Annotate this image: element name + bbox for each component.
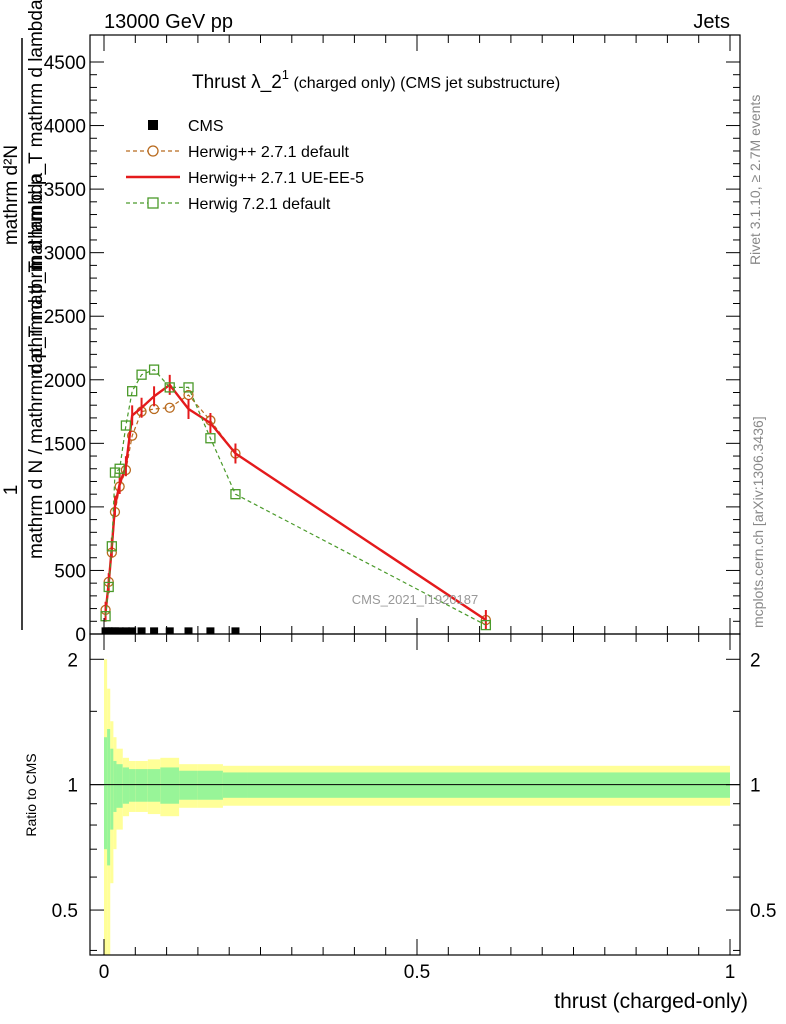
ratio-inner-band — [113, 760, 117, 812]
y-tick-label: 3500 — [44, 180, 86, 201]
y-tick-label: 4000 — [44, 117, 86, 138]
ratio-inner-band — [160, 767, 180, 804]
series-line — [105, 368, 487, 626]
series-line — [104, 383, 487, 621]
legend-item: CMS — [148, 118, 224, 135]
series-marker — [127, 430, 138, 441]
y-tick-label: 4500 — [44, 53, 86, 74]
watermark: CMS_2021_I1920187 — [352, 592, 479, 607]
y-tick-label: 1000 — [44, 498, 86, 519]
series-marker — [164, 382, 175, 393]
cms-data-point — [150, 627, 159, 635]
ratio-inner-band — [122, 767, 130, 804]
cms-data-point — [137, 627, 146, 635]
series-herwig-7-2-1-default — [100, 364, 492, 631]
cms-data-point — [110, 627, 119, 635]
series-marker — [106, 541, 117, 552]
y-tick-label: 2000 — [44, 371, 86, 392]
y-tick-label: 1500 — [44, 434, 86, 455]
x-tick-label: 0.5 — [404, 962, 430, 983]
x-tick-label: 0 — [99, 962, 110, 983]
ratio-y-tick-label-right: 2 — [750, 650, 761, 671]
legend-item: Herwig 7.2.1 default — [126, 196, 331, 213]
main-title-superscript: 1 — [282, 67, 289, 82]
series-marker — [103, 581, 114, 593]
ratio-plot: 0 0.5 1 0.5 0.5 1 1 2 2 — [52, 35, 776, 983]
ratio-y-tick-label: 0.5 — [52, 901, 78, 922]
y-label-extra-line2: mathrm d p_T — [26, 260, 47, 379]
cms-data-point — [128, 627, 137, 635]
y-label-numerator: mathrm d²N — [1, 145, 22, 245]
y-tick-label: 500 — [54, 561, 86, 582]
ratio-y-tick-label-right: 1 — [750, 776, 761, 797]
cms-data-point — [184, 627, 193, 635]
legend-item: Herwig++ 2.7.1 UE-EE-5 — [126, 170, 364, 187]
legend-label: Herwig 7.2.1 default — [188, 196, 331, 213]
series-marker — [230, 489, 241, 500]
cms-data-point — [165, 627, 174, 635]
series-marker — [114, 463, 125, 474]
legend-label: Herwig++ 2.7.1 default — [188, 144, 350, 161]
energy-label: 13000 GeV pp — [104, 11, 233, 33]
main-title-suffix: (charged only) (CMS jet substructure) — [289, 75, 560, 92]
series-herwig-2-7-1-default — [100, 389, 492, 626]
series-marker — [100, 611, 111, 622]
series-marker — [183, 382, 194, 393]
legend-label: Herwig++ 2.7.1 UE-EE-5 — [188, 170, 364, 187]
y-axis-label-main: 1 mathrm d²N mathrm d N / mathrm d p_T m… — [1, 0, 47, 630]
legend-marker — [148, 120, 158, 130]
legend: CMS Herwig++ 2.7.1 default Herwig++ 2.7.1 … — [126, 118, 364, 213]
ratio-inner-band — [135, 769, 148, 802]
legend-marker — [147, 197, 159, 209]
x-tick-label: 1 — [725, 962, 736, 983]
mcplots-label: mcplots.cern.ch [arXiv:1306.3436] — [750, 416, 766, 628]
main-title: Thrust λ_21 (charged only) (CMS jet subs… — [192, 67, 560, 93]
y-tick-label: 2500 — [44, 307, 86, 328]
cms-data-point — [121, 627, 130, 635]
series-marker — [136, 369, 147, 380]
ratio-inner-band — [110, 748, 114, 830]
main-plot: 0 500 1000 1500 2000 2500 3000 3500 4000 4500 — [44, 34, 741, 646]
series-cms — [101, 627, 240, 635]
series-marker — [148, 364, 160, 375]
ratio-inner-band — [104, 737, 108, 850]
legend-item: Herwig++ 2.7.1 default — [126, 144, 350, 161]
legend-marker — [147, 145, 159, 157]
cms-data-point — [231, 627, 240, 635]
y-label-one: 1 — [1, 485, 22, 496]
ratio-y-tick-label: 1 — [67, 776, 78, 797]
ratio-frame — [89, 633, 741, 956]
y-label-extra-line1: mathrm d p_T mathrm d lambda — [26, 0, 47, 271]
y-label-denominator: mathrm d N / mathrm d p_T mathrm d lambd… — [26, 173, 47, 560]
series-marker — [480, 619, 492, 631]
series-marker — [127, 386, 138, 397]
y-tick-label: 0 — [75, 625, 86, 646]
legend-label: CMS — [188, 118, 224, 135]
cms-data-point — [206, 627, 215, 635]
series-line — [105, 394, 487, 621]
ratio-inner-band — [116, 764, 123, 808]
process-label: Jets — [693, 11, 730, 33]
ratio-y-tick-label-right: 0.5 — [750, 901, 776, 922]
y-tick-label: 3000 — [44, 244, 86, 265]
main-title-text: Thrust λ_2 — [192, 72, 282, 93]
ratio-y-tick-label: 2 — [67, 650, 78, 671]
ratio-inner-band — [179, 770, 198, 800]
series-marker — [120, 420, 132, 431]
series-marker — [205, 433, 216, 444]
ratio-inner-band — [197, 770, 223, 800]
ratio-inner-band — [147, 769, 161, 802]
cms-data-point — [115, 627, 124, 635]
series-marker — [164, 402, 175, 413]
x-axis-label: thrust (charged-only) — [554, 990, 748, 1013]
rivet-label: Rivet 3.1.10, ≥ 2.7M events — [747, 95, 763, 265]
ratio-inner-band — [129, 769, 136, 802]
ratio-y-label: Ratio to CMS — [23, 753, 39, 836]
ratio-inner-band — [107, 729, 111, 866]
